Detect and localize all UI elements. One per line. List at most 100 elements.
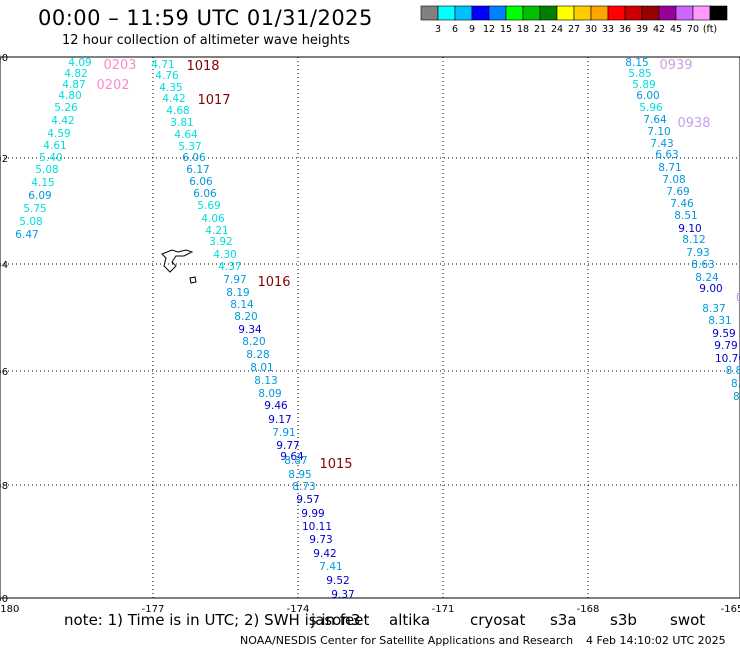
wave-height-label: 5.08	[35, 164, 58, 176]
wave-height-label: 8.20	[242, 336, 265, 348]
wave-height-label: 8.20	[234, 311, 257, 323]
wave-height-label: 6.06	[193, 188, 217, 200]
wave-height-label: 6.00	[636, 90, 659, 102]
wave-height-label: 8.13	[254, 375, 277, 387]
pass-time-label: 0939	[659, 58, 692, 73]
wave-height-label: 6.17	[186, 164, 209, 176]
wave-height-label: 7.46	[670, 198, 694, 210]
wave-height-label: 9.52	[326, 575, 349, 587]
island-outline	[161, 249, 194, 273]
wave-height-label: 5.37	[178, 141, 201, 153]
wave-height-label: 5.75	[23, 203, 46, 215]
wave-height-label: 9.73	[309, 534, 332, 546]
wave-height-label: 5.40	[39, 152, 62, 164]
wave-height-label: 6.06	[189, 176, 213, 188]
pass-time-label: 0938	[677, 116, 710, 131]
wave-height-label: 8.12	[682, 234, 705, 246]
latitude-tick-label: -44	[0, 260, 8, 271]
wave-height-label: 5.96	[639, 102, 663, 114]
latitude-tick-label: -46	[0, 367, 8, 378]
satellite-legend-item: swot	[670, 611, 706, 629]
wave-height-label: 3.81	[170, 117, 193, 129]
colorbar-tick-label: 21	[534, 24, 546, 35]
latitude-tick-label: -40	[0, 53, 8, 64]
colorbar-tick-label: 15	[500, 24, 512, 35]
wave-height-label: 6.47	[15, 229, 38, 241]
wave-height-label: 9.99	[301, 508, 324, 520]
wave-height-label: 9.00	[699, 283, 722, 295]
map-frame	[0, 56, 740, 599]
wave-height-label: 7.64	[643, 114, 667, 126]
colorbar-swatch	[709, 5, 728, 21]
wave-height-label: 4.06	[201, 213, 225, 225]
latitude-tick-label: -48	[0, 481, 8, 492]
wave-height-label: 4.68	[166, 105, 189, 117]
wave-height-label: 9.37	[331, 589, 354, 601]
wave-height-label: 8.15	[625, 57, 648, 69]
wave-height-label: 4.30	[213, 249, 236, 261]
longitude-tick-label: -177	[142, 604, 165, 615]
wave-height-label: 8.14	[230, 299, 254, 311]
longitude-tick-label: -165	[721, 604, 740, 615]
wave-height-label: 8.73	[292, 481, 315, 493]
wave-height-label: 4.71	[151, 59, 174, 71]
wave-height-label: 8.24	[695, 272, 719, 284]
colorbar-tick-label: (ft)	[703, 24, 717, 35]
colorbar-tick-label: 39	[636, 24, 648, 35]
wave-height-label: 7.41	[319, 561, 342, 573]
wave-height-label: 8.	[731, 378, 740, 390]
pass-time-label: 1017	[197, 93, 230, 108]
colorbar-tick-label: 6	[452, 24, 458, 35]
wave-height-label: 4.87	[62, 79, 85, 91]
wave-height-label: 5.89	[632, 79, 655, 91]
wave-height-label: 9.77	[276, 440, 299, 452]
wave-height-label: 4.64	[174, 129, 198, 141]
satellite-legend-item: jason3	[311, 611, 361, 629]
satellite-legend-item: cryosat	[470, 611, 526, 629]
credit-text: NOAA/NESDIS Center for Satellite Applica…	[240, 634, 574, 647]
wave-height-label: 7.43	[650, 138, 673, 150]
pass-time-label: 0	[736, 291, 740, 306]
wave-height-label: 6.06	[182, 152, 206, 164]
wave-height-label: 8.31	[708, 315, 731, 327]
longitude-tick-label: -168	[577, 604, 600, 615]
colorbar-tick-label: 27	[568, 24, 580, 35]
wave-height-label: 9.64	[280, 451, 304, 463]
colorbar-tick-label: 3	[435, 24, 441, 35]
wave-height-label: 10.11	[302, 521, 332, 533]
colorbar-tick-label: 33	[602, 24, 614, 35]
wave-height-label: 8.71	[658, 162, 681, 174]
wave-height-label: 10.70	[715, 353, 740, 365]
wave-height-label: 4.82	[64, 68, 87, 80]
colorbar-tick-label: 18	[517, 24, 529, 35]
wave-height-label: 8.63	[691, 259, 714, 271]
wave-height-label: 3.92	[209, 236, 232, 248]
wave-height-label: 8.51	[674, 210, 697, 222]
wave-height-label: 4.61	[43, 140, 66, 152]
wave-height-label: 6.63	[655, 149, 678, 161]
wave-height-label: 4.80	[58, 90, 81, 102]
wave-height-label: 9.57	[296, 494, 319, 506]
wave-height-label: 9.42	[313, 548, 336, 560]
colorbar-tick-label: 45	[670, 24, 682, 35]
colorbar-tick-label: 12	[483, 24, 495, 35]
wave-height-label: 5.69	[197, 200, 220, 212]
island-outline	[189, 276, 197, 284]
pass-time-label: 1015	[319, 457, 352, 472]
wave-height-label: 8.19	[226, 287, 249, 299]
latitude-tick-label: -50	[0, 594, 8, 605]
note-text: note: 1) Time is in UTC; 2) SWH is in fe…	[64, 611, 370, 629]
pass-time-label: 0202	[96, 78, 129, 93]
colorbar-tick-label: 9	[469, 24, 475, 35]
wave-height-label: 4.59	[47, 128, 70, 140]
wave-height-label: 8.8	[726, 365, 740, 377]
wave-height-label: 9.34	[238, 324, 262, 336]
colorbar-tick-label: 24	[551, 24, 563, 35]
wave-height-label: 7.97	[223, 274, 246, 286]
wave-height-label: 5.08	[19, 216, 42, 228]
wave-height-label: 7.10	[647, 126, 670, 138]
pass-time-label: 1016	[257, 275, 290, 290]
satellite-legend-item: altika	[389, 611, 431, 629]
colorbar-tick-label: 36	[619, 24, 631, 35]
satellite-legend-item: s3a	[550, 611, 577, 629]
